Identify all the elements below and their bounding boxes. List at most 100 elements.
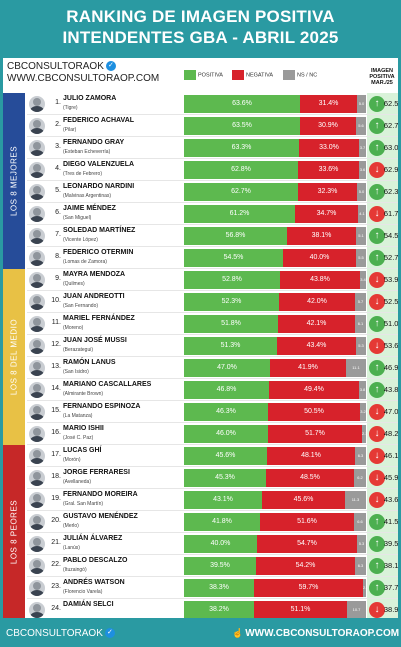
bar-negative: 54.2% bbox=[256, 557, 355, 575]
bar-positive: 52.3% bbox=[184, 293, 279, 311]
row-divider bbox=[27, 312, 398, 313]
previous-value: 52.5% bbox=[383, 297, 398, 306]
stacked-bar: 63.5% 30.9% 5.6 bbox=[184, 117, 366, 135]
mayor-name: LEONARDO NARDINI bbox=[63, 183, 135, 190]
bar-positive: 61.2% bbox=[184, 205, 295, 223]
district-name: (Almirante Brown) bbox=[63, 391, 104, 397]
brand-handle[interactable]: CBCONSULTORAOK ✓ bbox=[7, 61, 116, 72]
row-divider bbox=[27, 268, 398, 269]
bar-negative: 34.7% bbox=[295, 205, 358, 223]
arrow-down-icon: ↓ bbox=[369, 294, 385, 310]
table-row: 2. FEDERICO ACHAVAL (Pilar) 63.5% 30.9% 5.6 ↑ 6… bbox=[27, 115, 398, 137]
row-divider bbox=[27, 224, 398, 225]
mayor-name: FEDERICO ACHAVAL bbox=[63, 117, 135, 124]
row-divider bbox=[27, 422, 398, 423]
avatar bbox=[29, 184, 45, 200]
district-name: (San Isidro) bbox=[63, 369, 89, 375]
mayor-name: FEDERICO OTERMIN bbox=[63, 249, 134, 256]
bar-negative: 42.1% bbox=[278, 315, 355, 333]
bar-negative: 59.7% bbox=[254, 579, 363, 597]
bar-positive: 54.5% bbox=[184, 249, 283, 267]
previous-value: 45.9% bbox=[383, 473, 398, 482]
rank-number: 13. bbox=[51, 363, 61, 370]
bar-negative: 31.4% bbox=[300, 95, 357, 113]
bar-negative: 33.6% bbox=[298, 161, 359, 179]
bar-ns: 6.3 bbox=[355, 557, 366, 575]
rank-number: 12. bbox=[51, 341, 61, 348]
bar-ns: 10.7 bbox=[347, 601, 366, 618]
table-row: 17.LUCAS GHÍ (Morón) 45.6%48.1%6.3↓46.1% bbox=[27, 445, 398, 467]
avatar bbox=[29, 140, 45, 156]
bar-ns: 3.4 bbox=[360, 271, 366, 289]
table-row: 16.MARIO ISHII (José C. Paz) 46.0%51.7%2.3… bbox=[27, 423, 398, 445]
prev-header-line-3: MAR./25 bbox=[371, 80, 393, 86]
rank-number: 22. bbox=[51, 561, 61, 568]
table-row: 1.JULIO ZAMORA (Tigre) 63.6%31.4%5.0↑62.5% bbox=[27, 93, 398, 115]
bar-ns: 4.1 bbox=[358, 205, 366, 223]
mayor-name: MARIEL FERNÁNDEZ bbox=[63, 315, 135, 322]
rank-number: 15. bbox=[51, 407, 61, 414]
avatar bbox=[29, 360, 45, 376]
bar-negative: 33.0% bbox=[299, 139, 359, 157]
district-name: (Berazategui) bbox=[63, 347, 94, 353]
rank-number: 3. bbox=[55, 143, 61, 150]
stacked-bar: 51.3% 43.4% 5.3 bbox=[184, 337, 366, 355]
row-divider bbox=[27, 114, 398, 115]
stacked-bar: 41.8% 51.6% 6.6 bbox=[184, 513, 366, 531]
arrow-up-icon: ↑ bbox=[369, 536, 385, 552]
rank-number: 18. bbox=[51, 473, 61, 480]
rank-number: 8. bbox=[55, 253, 61, 260]
bar-ns: 5.5 bbox=[356, 249, 366, 267]
bar-ns: 5.0 bbox=[357, 95, 366, 113]
district-name: (Avellaneda) bbox=[63, 479, 91, 485]
group-worst: LOS 8 PEORES bbox=[3, 445, 25, 618]
district-name: (Tigre) bbox=[63, 105, 78, 111]
rank-number: 23. bbox=[51, 583, 61, 590]
rank-number: 7. bbox=[55, 231, 61, 238]
stacked-bar: 63.3% 33.0% 3.7 bbox=[184, 139, 366, 157]
bar-negative: 38.1% bbox=[287, 227, 356, 245]
legend-negative: NEGATIVA bbox=[232, 70, 273, 81]
arrow-up-icon: ↑ bbox=[369, 184, 385, 200]
bar-ns: 6.2 bbox=[354, 469, 366, 487]
bar-negative: 32.3% bbox=[298, 183, 357, 201]
arrow-down-icon: ↓ bbox=[369, 492, 385, 508]
bar-ns: 11.3 bbox=[345, 491, 366, 509]
bar-ns: 3.6 bbox=[359, 161, 366, 179]
previous-value: 62.5% bbox=[383, 99, 398, 108]
table-row: 15. FERNANDO ESPINOZA (La Matanza) 46.3% 50.… bbox=[27, 401, 398, 423]
bar-negative: 41.9% bbox=[270, 359, 346, 377]
row-divider bbox=[27, 334, 398, 335]
table-row: 8. FEDERICO OTERMIN (Lomas de Zamora) 54.5%… bbox=[27, 247, 398, 269]
bar-ns: 6.1 bbox=[355, 315, 366, 333]
previous-value: 43.8% bbox=[383, 385, 398, 394]
stacked-bar: 54.5% 40.0% 5.5 bbox=[184, 249, 366, 267]
previous-value: 41.5% bbox=[383, 517, 398, 526]
stacked-bar: 47.0% 41.9% 11.1 bbox=[184, 359, 366, 377]
avatar bbox=[29, 338, 45, 354]
previous-value: 48.2% bbox=[383, 429, 398, 438]
stacked-bar: 45.3% 48.5% 6.2 bbox=[184, 469, 366, 487]
row-divider bbox=[27, 290, 398, 291]
bar-positive: 63.3% bbox=[184, 139, 299, 157]
mayor-name: DIEGO VALENZUELA bbox=[63, 161, 135, 168]
avatar bbox=[29, 382, 45, 398]
mayor-name: MAYRA MENDOZA bbox=[63, 271, 126, 278]
table-row: 21. JULIÁN ÁLVAREZ (Lanús) 40.0% 54.7% 5.3 ↑ 39… bbox=[27, 533, 398, 555]
prev-header-line-1: IMAGEN bbox=[371, 68, 393, 74]
footer-url[interactable]: ☝ WWW.CBCONSULTORAOP.COM bbox=[232, 628, 399, 639]
bar-positive: 56.8% bbox=[184, 227, 287, 245]
bar-positive: 51.8% bbox=[184, 315, 278, 333]
bar-ns: 5.3 bbox=[356, 337, 366, 355]
district-name: (Esteban Echeverría) bbox=[63, 149, 111, 155]
bar-positive: 38.3% bbox=[184, 579, 254, 597]
brand-url[interactable]: WWW.CBCONSULTORAOP.COM bbox=[7, 73, 160, 84]
footer-brand[interactable]: CBCONSULTORAOK ✓ bbox=[6, 628, 115, 639]
stacked-bar: 51.8% 42.1% 6.1 bbox=[184, 315, 366, 333]
mayor-name: FERNANDO ESPINOZA bbox=[63, 403, 141, 410]
table-row: 6. JAIME MÉNDEZ (San Miguel) 61.2% 34.7% 4.1 ↓… bbox=[27, 203, 398, 225]
row-divider bbox=[27, 444, 398, 445]
mayor-name: FERNANDO GRAY bbox=[63, 139, 125, 146]
district-name: (Gral. San Martín) bbox=[63, 501, 104, 507]
bar-ns: 3.2 bbox=[360, 403, 366, 421]
